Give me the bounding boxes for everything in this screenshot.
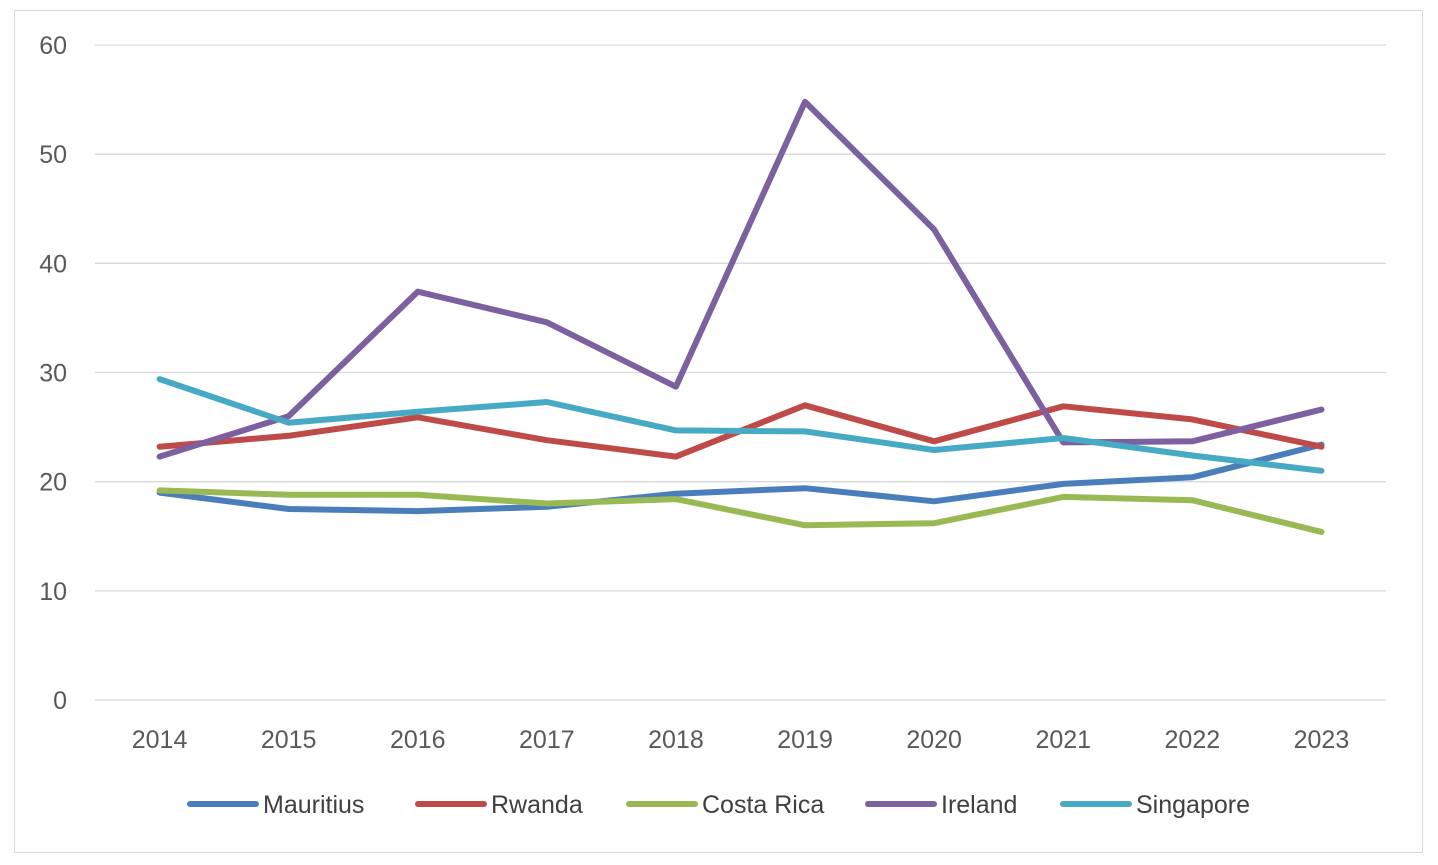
legend-label: Singapore: [1136, 791, 1250, 819]
x-tick-label: 2016: [390, 726, 446, 754]
series-line-costa-rica: [156, 487, 1325, 535]
x-tick-label: 2021: [1035, 726, 1091, 754]
x-tick-label: 2015: [261, 726, 317, 754]
x-tick-label: 2022: [1165, 726, 1221, 754]
y-tick-label: 30: [39, 360, 67, 388]
y-axis: 0 10 20 30 40 50 60: [39, 32, 67, 715]
series-lines: [156, 98, 1325, 535]
legend-item-singapore: Singapore: [1060, 791, 1250, 819]
x-tick-label: 2023: [1294, 726, 1350, 754]
x-tick-label: 2018: [648, 726, 704, 754]
x-tick-label: 2020: [906, 726, 962, 754]
gridlines: [95, 44, 1386, 701]
x-tick-label: 2017: [519, 726, 575, 754]
legend-label: Costa Rica: [702, 791, 824, 819]
legend-item-rwanda: Rwanda: [415, 791, 583, 819]
series-line-singapore: [156, 376, 1325, 474]
y-tick-label: 10: [39, 578, 67, 606]
legend: Mauritius Rwanda Costa Rica Ireland Singapor…: [187, 791, 1250, 819]
y-tick-label: 0: [53, 687, 67, 715]
legend-item-ireland: Ireland: [865, 791, 1017, 819]
y-tick-label: 50: [39, 141, 67, 169]
legend-item-costa-rica: Costa Rica: [626, 791, 824, 819]
legend-item-mauritius: Mauritius: [187, 791, 364, 819]
legend-label: Rwanda: [491, 791, 583, 819]
x-tick-label: 2019: [777, 726, 833, 754]
y-tick-label: 20: [39, 469, 67, 497]
x-tick-label: 2014: [132, 726, 188, 754]
series-line-mauritius: [156, 441, 1325, 515]
y-tick-label: 60: [39, 32, 67, 60]
y-tick-label: 40: [39, 250, 67, 278]
x-axis: 2014 2015 2016 2017 2018 2019 2020 2021 2022 2023: [132, 726, 1350, 754]
legend-label: Ireland: [941, 791, 1017, 819]
legend-label: Mauritius: [263, 791, 364, 819]
series-line-ireland: [156, 98, 1325, 460]
